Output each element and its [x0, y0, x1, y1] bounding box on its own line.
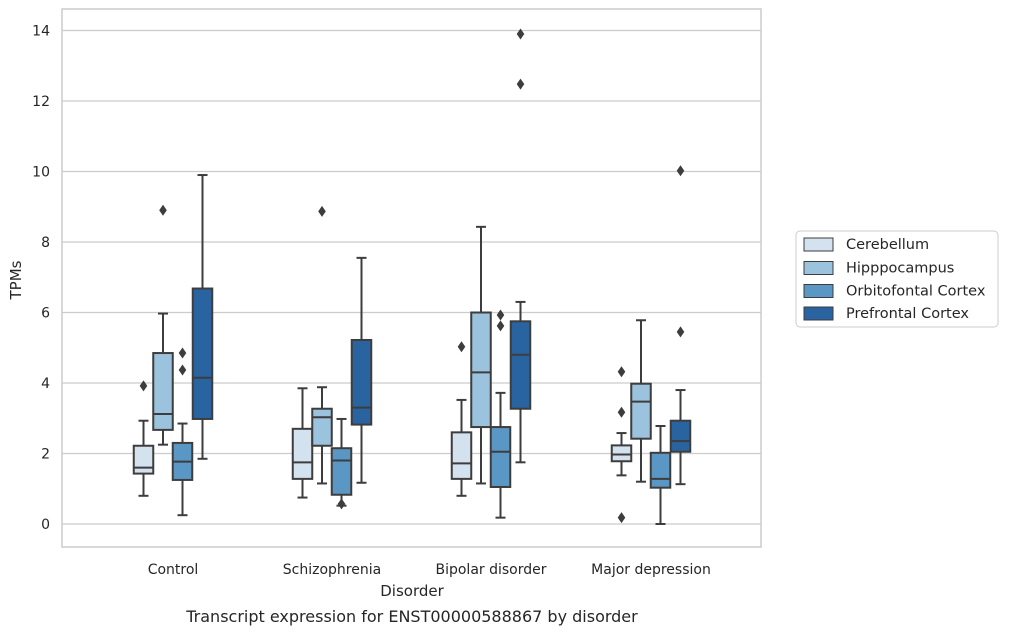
box-orbitofontal-cortex-3 [649, 425, 672, 525]
box-orbitofontal-cortex-1 [330, 417, 353, 510]
outlier-point [496, 320, 505, 332]
box-hipppocampus-2 [470, 225, 492, 485]
outlier-point [457, 341, 466, 353]
box-body [191, 287, 214, 420]
y-tick-label: 12 [32, 94, 50, 110]
plot-area-frame [61, 8, 762, 548]
x-axis-label: Disorder [380, 582, 444, 600]
x-tick-label: Bipolar disorder [435, 562, 546, 578]
box-body [152, 352, 174, 431]
y-tick-label: 8 [41, 235, 50, 251]
y-axis-label: TPMs [7, 260, 25, 300]
outlier-point [178, 364, 187, 376]
y-tick-label: 2 [41, 447, 50, 463]
gridlines [62, 29, 761, 525]
outlier-point [337, 498, 346, 510]
box-orbitofontal-cortex-0 [171, 347, 194, 517]
box-orbitofontal-cortex-2 [489, 309, 512, 519]
outlier-point [159, 204, 167, 216]
x-tick-label: Control [148, 562, 199, 578]
box-cerebellum-1 [291, 387, 314, 499]
outlier-point [676, 165, 685, 177]
outlier-point [318, 205, 326, 217]
x-tick-label: Schizophrenia [283, 562, 381, 578]
box-body [489, 426, 512, 488]
box-prefrontal-cortex-1 [350, 256, 373, 484]
legend-frame [795, 230, 999, 328]
outlier-point [617, 406, 626, 418]
legend: Cerebellum Hipppocampus Orbitofontal Corte… [795, 230, 999, 328]
legend-swatch [803, 306, 834, 321]
outlier-point [617, 512, 626, 524]
y-tick-label: 10 [32, 165, 50, 181]
box-body [350, 338, 373, 426]
box-cerebellum-0 [132, 380, 155, 497]
box-body [132, 444, 155, 475]
outlier-point [676, 326, 685, 338]
legend-swatch [803, 284, 834, 298]
legend-swatch [803, 261, 834, 275]
box-body [649, 451, 672, 489]
box-body [470, 311, 492, 429]
y-tick-label: 14 [32, 24, 50, 40]
outlier-point [617, 366, 626, 378]
box-hipppocampus-3 [630, 319, 652, 483]
x-axis-ticks: Control Schizophrenia Bipolar disorder Majo… [148, 562, 711, 578]
legend-label: Orbitofontal Cortex [846, 284, 986, 300]
y-tick-label: 6 [41, 306, 50, 322]
box-hipppocampus-1 [311, 205, 333, 485]
box-body [330, 447, 353, 496]
y-axis-ticks: 0 2 4 6 8 10 12 14 [32, 24, 50, 534]
outlier-point [516, 28, 525, 40]
box-body [311, 407, 333, 447]
legend-label: Prefrontal Cortex [846, 306, 969, 322]
y-tick-label: 4 [41, 376, 50, 392]
box-body [669, 419, 692, 453]
outlier-point [139, 380, 148, 392]
box-cerebellum-3 [610, 366, 633, 524]
outlier-point [496, 309, 505, 321]
box-body [509, 320, 532, 410]
box-body [610, 444, 633, 463]
legend-label: Hipppocampus [846, 261, 954, 277]
x-tick-label: Major depression [591, 562, 711, 578]
legend-swatch [803, 237, 834, 252]
outlier-point [516, 78, 525, 90]
box-prefrontal-cortex-3 [669, 165, 692, 486]
box-body [291, 427, 314, 480]
box-hipppocampus-0 [152, 204, 174, 446]
outlier-point [178, 347, 187, 359]
box-series-group [132, 28, 692, 525]
box-cerebellum-2 [450, 341, 473, 497]
box-prefrontal-cortex-0 [191, 174, 214, 460]
box-body [450, 431, 473, 480]
y-tick-label: 0 [41, 517, 50, 533]
box-prefrontal-cortex-2 [509, 28, 532, 464]
box-body [630, 382, 652, 440]
figure-caption: Transcript expression for ENST0000058886… [185, 607, 638, 626]
legend-label: Cerebellum [846, 237, 929, 253]
